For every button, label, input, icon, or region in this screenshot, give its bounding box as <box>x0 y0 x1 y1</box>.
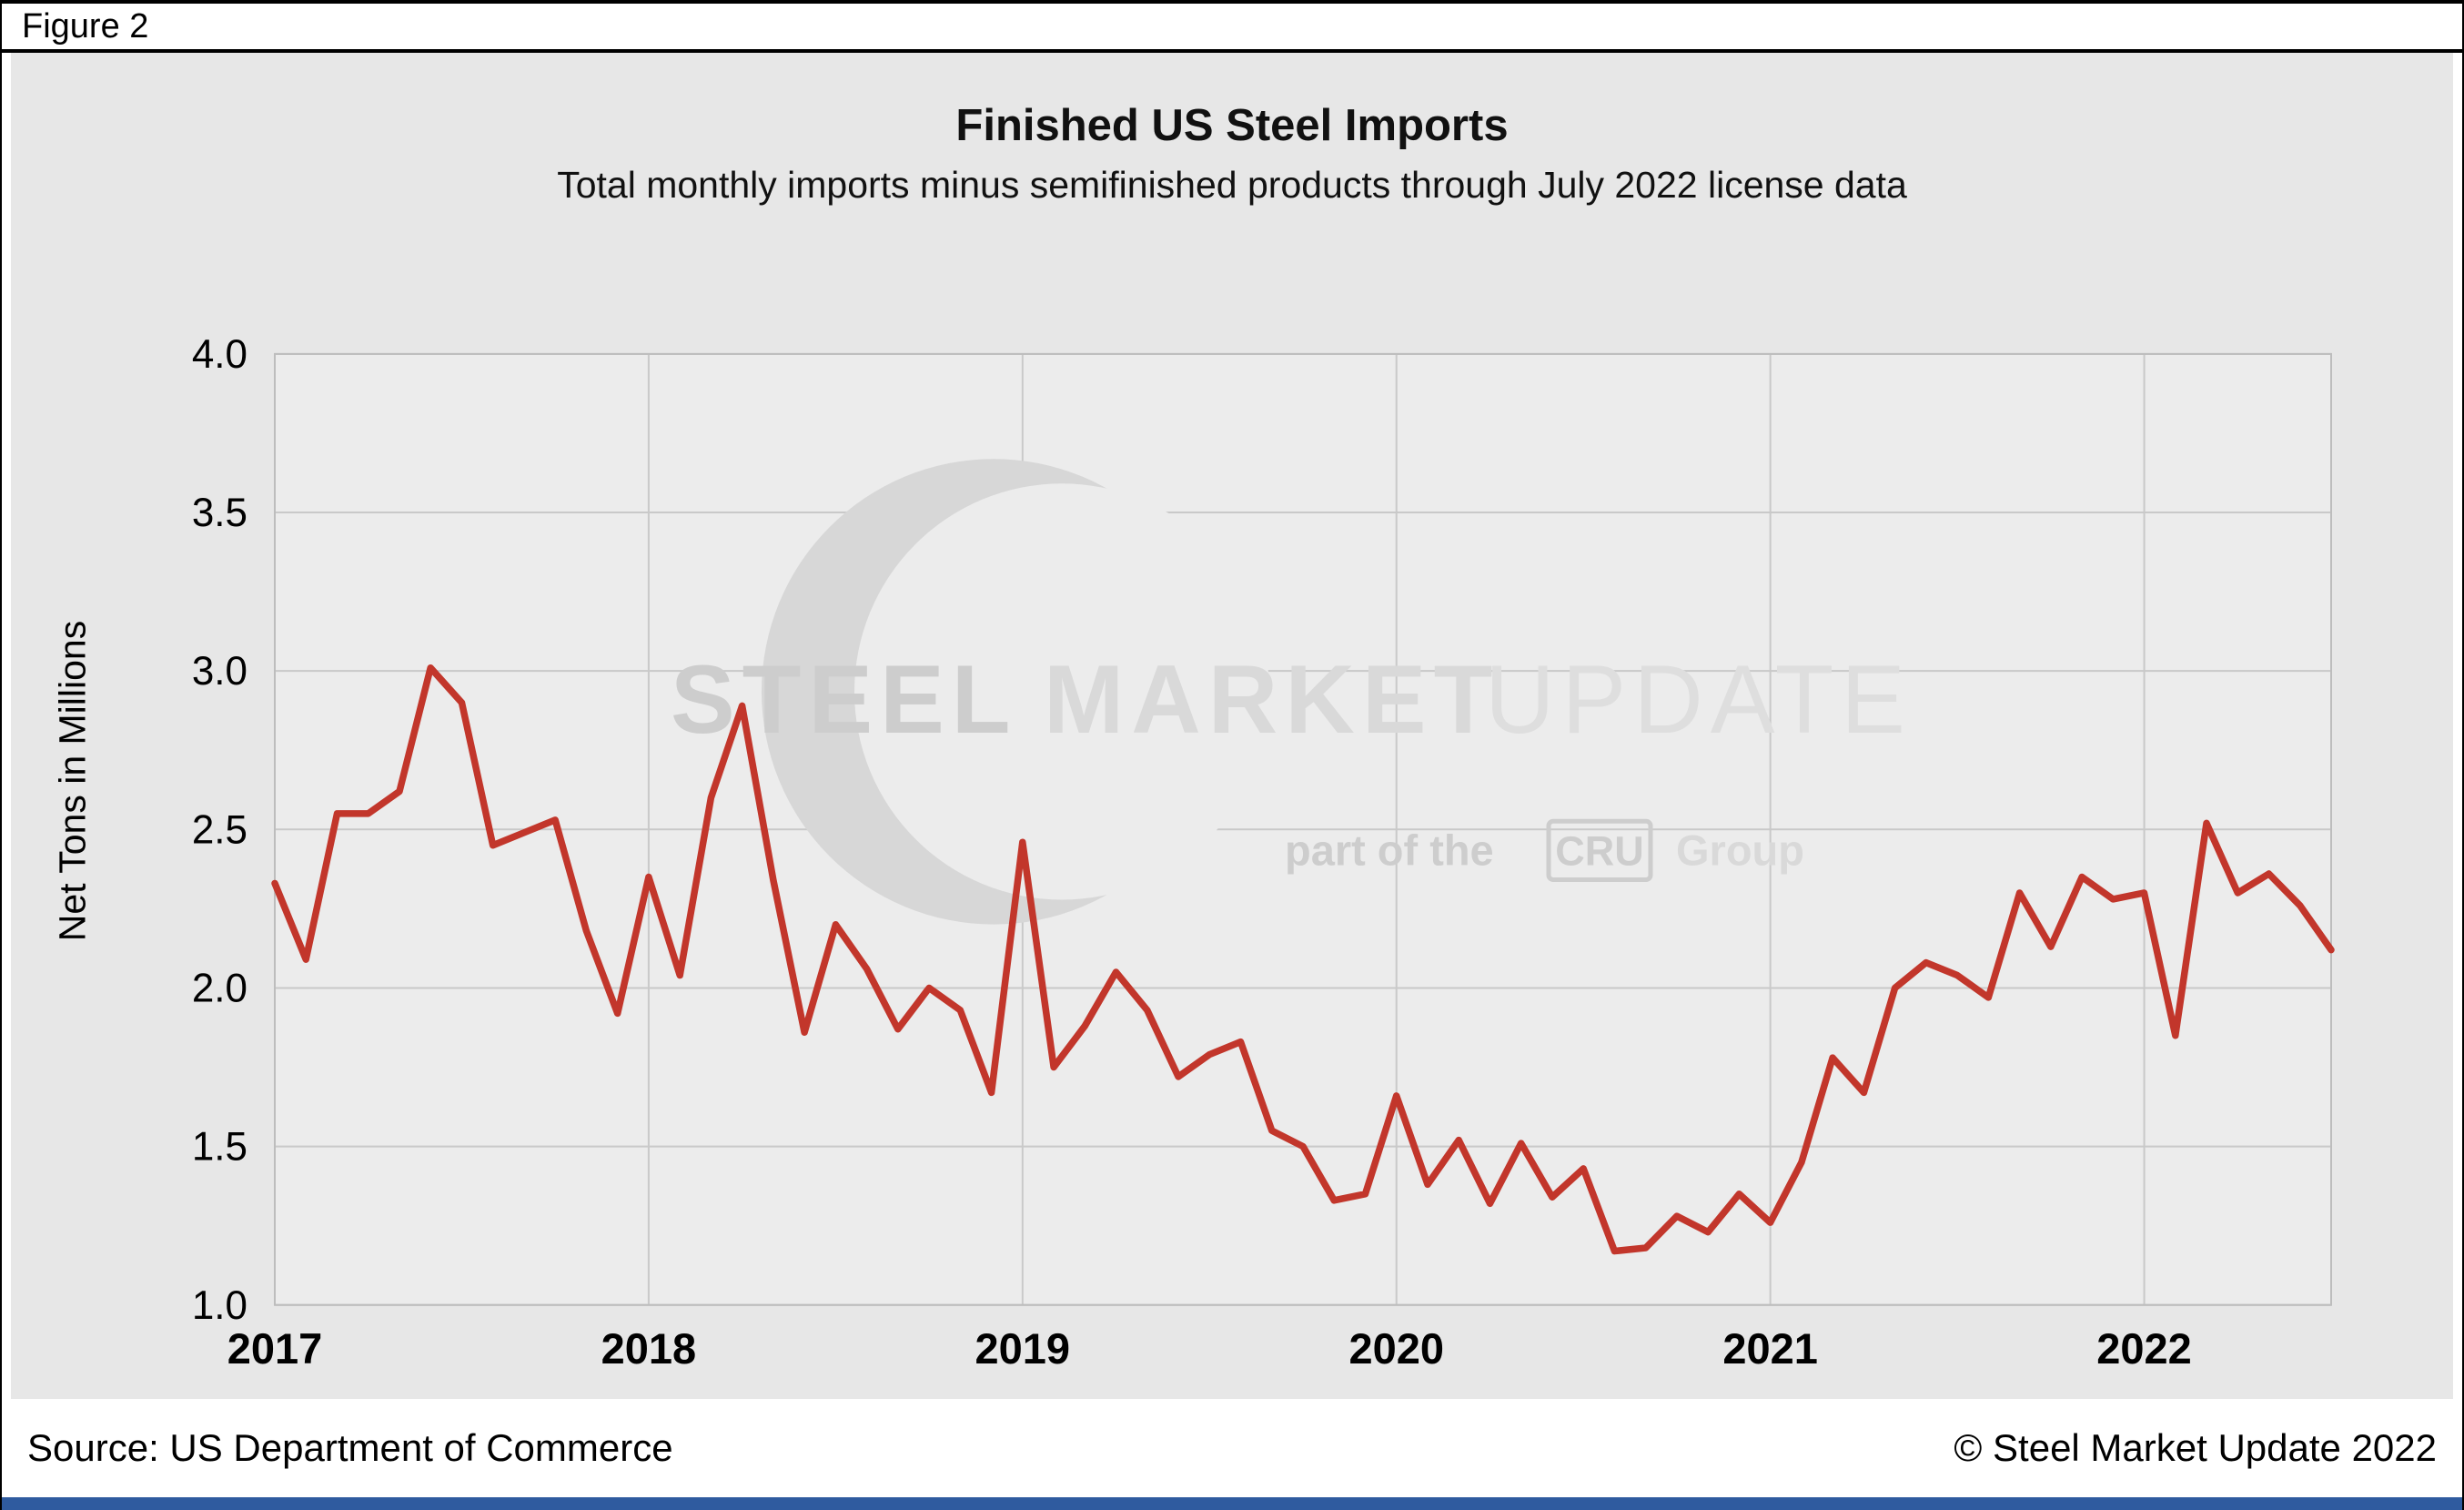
imports-line-series <box>271 664 2335 1255</box>
watermark-tagline-post: Group <box>1676 826 1804 874</box>
source-text: Source: US Department of Commerce <box>27 1426 673 1469</box>
figure-label: Figure 2 <box>22 6 149 46</box>
x-tick-label: 2021 <box>1722 1324 1818 1373</box>
line-chart: 1.0 1.5 2.0 2.5 3.0 3.5 4.0 2017 2018 2019 2020 202… <box>192 332 2335 1373</box>
x-tick-label: 2022 <box>2096 1324 2192 1373</box>
x-tick-label: 2020 <box>1348 1324 1444 1373</box>
chart-subtitle: Total monthly imports minus semifinished… <box>557 164 1907 206</box>
plot-border <box>274 352 2332 1306</box>
bottom-accent-bar <box>2 1497 2462 1510</box>
x-tick-label: 2018 <box>601 1324 697 1373</box>
y-tick-label: 2.0 <box>192 966 247 1010</box>
page-footer: Source: US Department of Commerce © Stee… <box>2 1399 2462 1497</box>
cru-logo-box <box>1546 818 1653 882</box>
watermark-word-update: UPDATE <box>1485 646 1913 754</box>
y-tick-label: 1.5 <box>192 1125 247 1170</box>
y-axis-label: Net Tons in Millions <box>51 620 94 942</box>
chart-area: Finished US Steel Imports Total monthly … <box>11 53 2453 1399</box>
x-tick-label: 2019 <box>975 1324 1071 1373</box>
figure-header: Figure 2 <box>2 4 2462 53</box>
chart-title: Finished US Steel Imports <box>955 101 1509 150</box>
x-tick-label: 2017 <box>227 1324 323 1373</box>
y-tick-label: 3.5 <box>192 491 247 535</box>
crescent-icon-cutout <box>854 483 1269 900</box>
watermark-word-steel: STEEL <box>671 646 1018 754</box>
watermark-word-market: MARKET <box>1044 646 1500 754</box>
watermark-tagline-pre: part of the <box>1285 826 1494 874</box>
y-tick-label: 1.0 <box>192 1283 247 1328</box>
y-tick-label: 4.0 <box>192 332 247 377</box>
y-tick-label: 3.0 <box>192 649 247 694</box>
copyright-text: © Steel Market Update 2022 <box>1954 1426 2437 1469</box>
y-tick-label: 2.5 <box>192 807 247 852</box>
watermark-tagline-box: CRU <box>1555 827 1643 874</box>
